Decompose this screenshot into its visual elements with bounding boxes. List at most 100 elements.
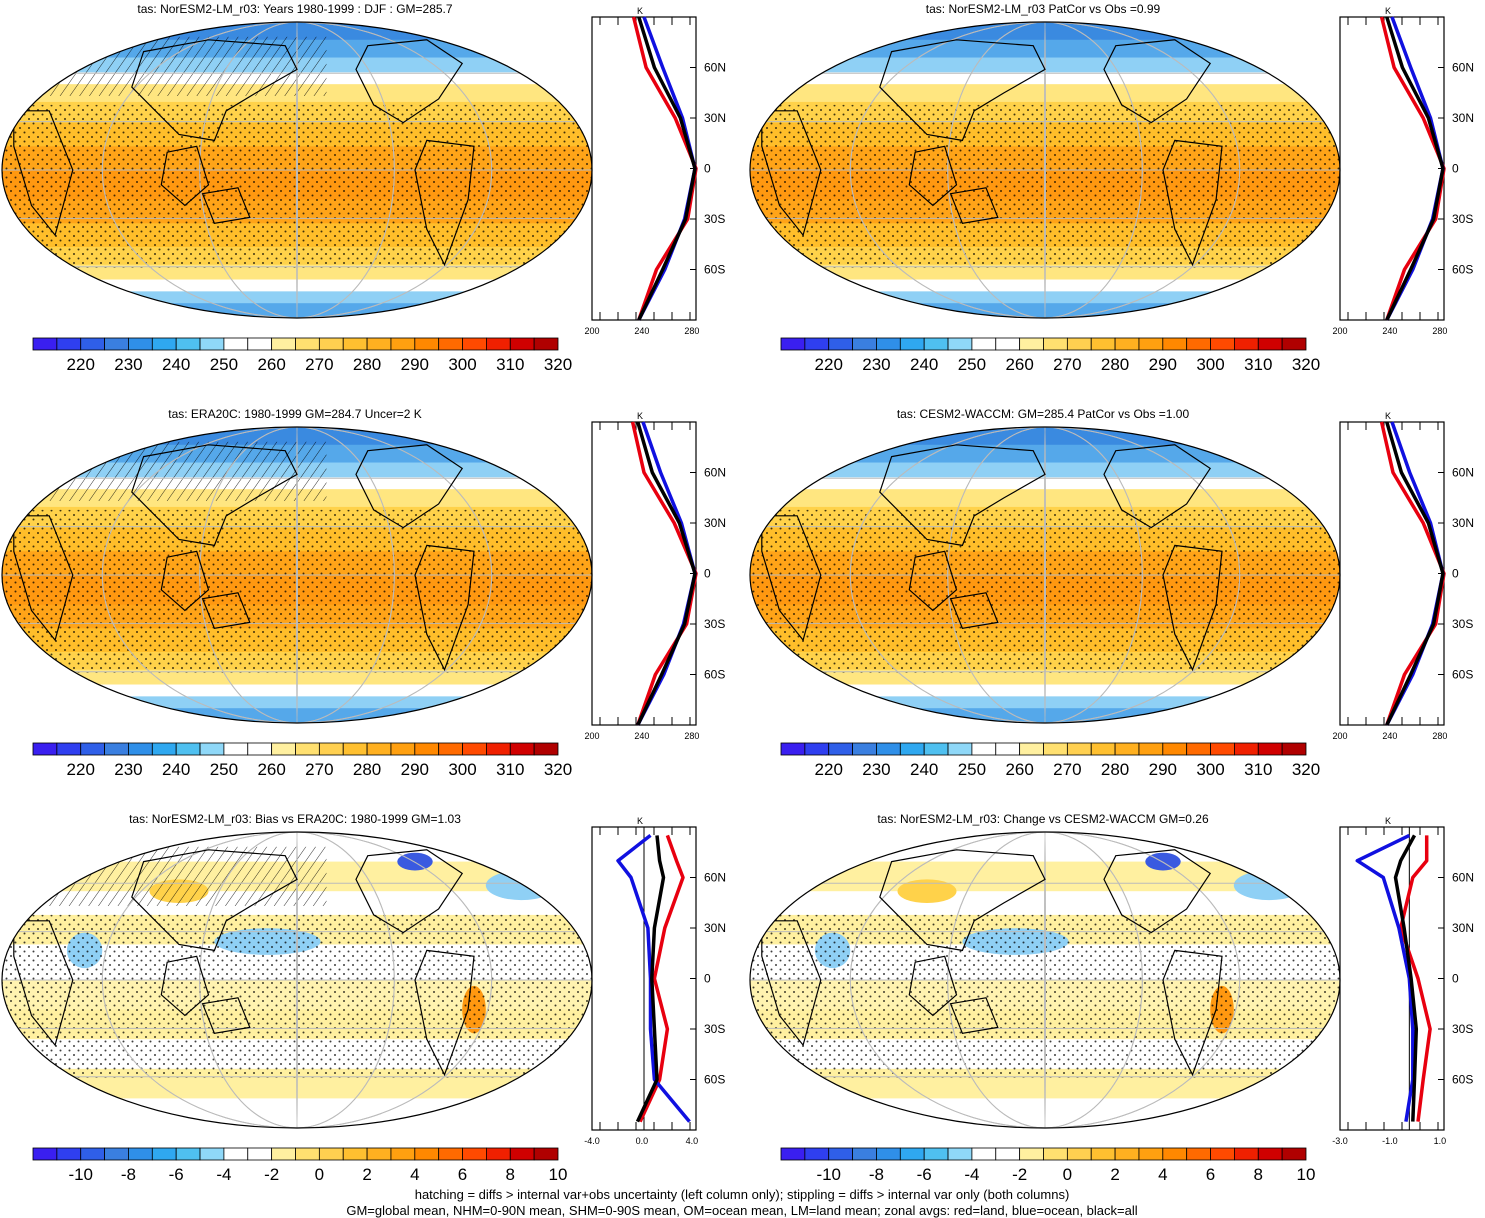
lat-tick-label: 30N [704,111,726,125]
colorbar-swatch [390,337,416,351]
colorbar-swatch [1162,337,1188,351]
zonal-line-ocean [1385,16,1445,321]
colorbar-swatch [438,337,463,351]
lat-tick-label: 60N [1452,61,1474,75]
zonal-mean-plot: K 60N 30N 0 30S 60S 200 240 280 [584,411,726,741]
colorbar-swatch [32,742,58,756]
colorbar-label: 230 [862,760,890,779]
colorbar-swatch [1281,742,1307,756]
colorbar-label: 250 [210,760,238,779]
colorbar-swatch [1090,1147,1116,1161]
colorbar-label: -4 [964,1165,979,1184]
colorbar-label: 220 [815,355,843,374]
lat-tick-label: 30S [1452,1022,1473,1036]
zonal-mean-plot: K 60N 30N 0 30S 60S -4.0 0.0 4.0 [584,816,726,1146]
lat-tick-label: 30S [1452,212,1473,226]
colorbar-swatch [1257,742,1283,756]
colorbar-swatch [366,742,392,756]
map-field [750,427,1340,723]
colorbar-swatch [1138,337,1164,351]
lat-tick-label: 0 [1452,972,1459,986]
colorbar-label: 300 [1196,760,1224,779]
colorbar-swatch [223,742,249,756]
lat-tick-label: 60S [704,263,725,277]
colorbar-swatch [804,1147,830,1161]
map-field [750,832,1340,1128]
colorbar-swatch [828,1147,853,1161]
x-tick-label: 4.0 [686,1136,699,1146]
colorbar-swatch [104,337,129,351]
lat-tick-label: 0 [704,567,711,581]
colorbar-swatch [804,337,830,351]
colorbar-swatch [223,1147,249,1161]
colorbar-label: 280 [353,760,381,779]
colorbar-label: 250 [958,760,986,779]
colorbar-label: 10 [1297,1165,1316,1184]
colorbar-label: 10 [549,1165,568,1184]
zonal-line-land [1379,421,1446,726]
colorbar-label: 310 [1244,355,1272,374]
x-tick-label: 200 [1332,326,1347,336]
colorbar-label: 320 [1292,355,1320,374]
colorbar-swatch [509,742,535,756]
graticule [2,832,592,1128]
zonal-line-all [635,835,666,1123]
zonal-frame [1339,826,1445,1131]
colorbar-swatch [295,337,320,351]
colorbar-swatch [175,337,201,351]
panel-5: tas: NorESM2-LM_r03: Bias vs ERA20C: 198… [1,812,726,1184]
colorbar-label: 260 [257,760,285,779]
colorbar-swatch [852,742,877,756]
colorbar-label: -10 [68,1165,93,1184]
colorbar-label: 270 [1053,355,1081,374]
colorbar-label: 320 [544,760,572,779]
colorbar-swatch [80,742,105,756]
x-tick-label: 200 [584,731,599,741]
lat-tick-label: 60N [1452,466,1474,480]
coastlines [13,39,475,267]
panel-2: tas: NorESM2-LM_r03 PatCor vs Obs =0.99 K… [749,2,1474,374]
colorbar-label: 240 [910,760,938,779]
zonal-unit-label: K [1385,411,1391,421]
panel-3: tas: ERA20C: 1980-1999 GM=284.7 Uncer=2 … [1,407,726,779]
zonal-line-land [631,16,698,321]
colorbar-swatch [995,337,1021,351]
graticule [750,832,1340,1128]
colorbar-swatch [151,337,177,351]
lat-tick-label: 60S [704,668,725,682]
colorbar-swatch [1138,1147,1164,1161]
colorbar-swatch [923,742,949,756]
zonal-line-land [638,834,685,1123]
map-field [2,427,592,723]
lat-tick-label: 30N [1452,516,1474,530]
colorbar-label: 320 [1292,760,1320,779]
colorbar-label: -6 [917,1165,932,1184]
lat-tick-label: 30S [704,1022,725,1036]
colorbar-label: 240 [162,355,190,374]
zonal-unit-label: K [637,816,643,826]
colorbar-label: 270 [305,760,333,779]
zonal-line-all [636,421,697,726]
colorbar: 220 230 240 250 260 270 280 290 300 310 320 [780,337,1320,374]
colorbar-swatch [414,1147,440,1161]
colorbar-label: 8 [1254,1165,1263,1184]
colorbar-swatch [56,1147,82,1161]
colorbar-label: 320 [544,355,572,374]
colorbar-label: 270 [1053,760,1081,779]
colorbar-swatch [899,1147,925,1161]
colorbar-swatch [1043,337,1068,351]
colorbar-swatch [462,1147,487,1161]
colorbar-swatch [1043,742,1068,756]
colorbar-swatch [1186,337,1211,351]
colorbar-swatch [1043,1147,1068,1161]
colorbar-swatch [1019,1147,1044,1161]
colorbar-swatch [1210,337,1235,351]
colorbar-label: 280 [1101,760,1129,779]
colorbar-swatch [1186,1147,1211,1161]
panel-title: tas: NorESM2-LM_r03: Bias vs ERA20C: 198… [129,812,461,826]
panel-title: tas: NorESM2-LM_r03: Change vs CESM2-WAC… [877,812,1209,826]
colorbar-swatch [876,337,901,351]
colorbar-swatch [509,337,535,351]
colorbar-label: -2 [1012,1165,1027,1184]
zonal-unit-label: K [1385,816,1391,826]
